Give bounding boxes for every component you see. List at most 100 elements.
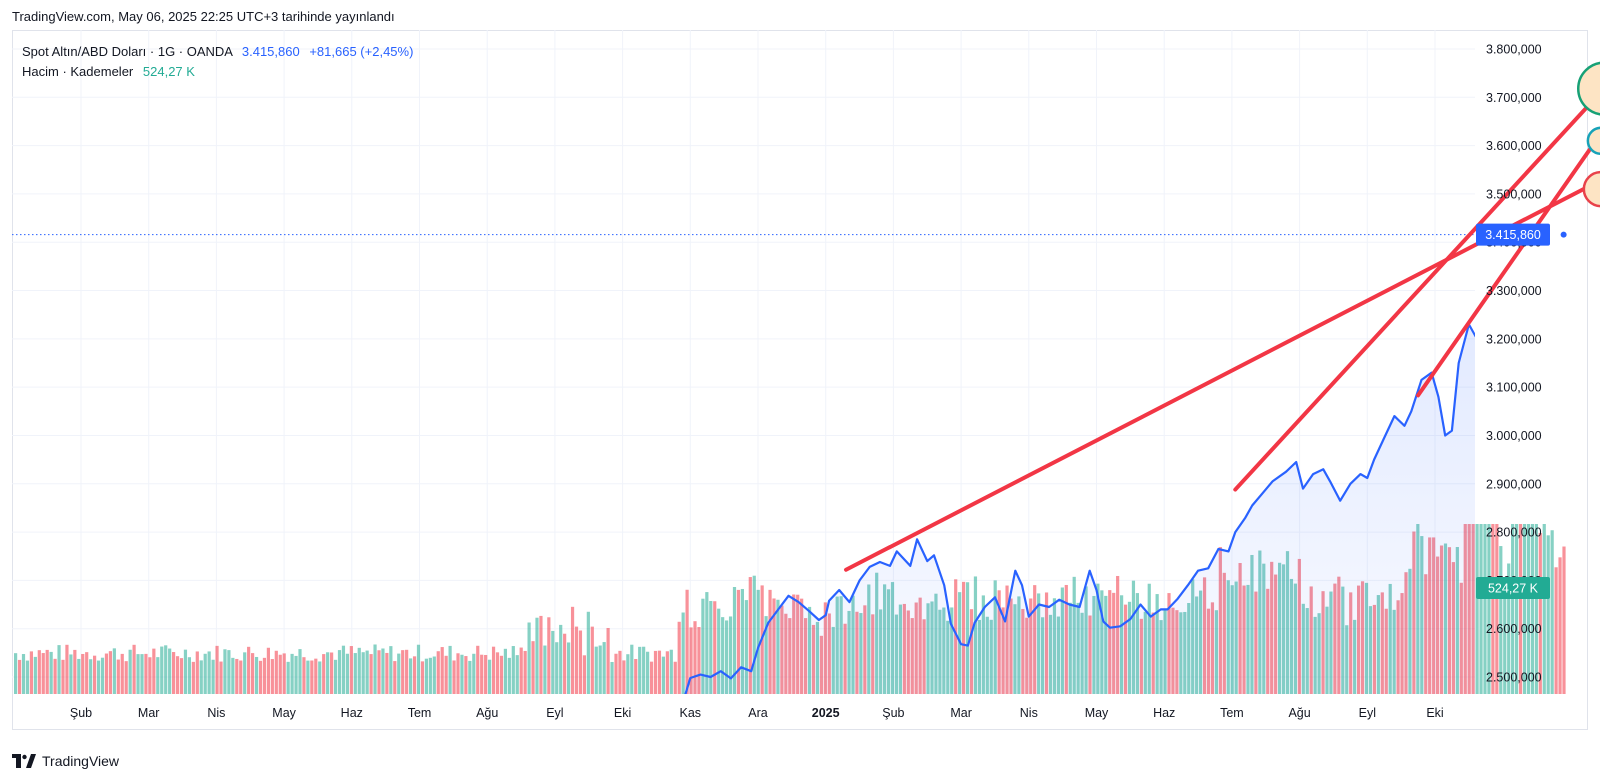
y-axis-tick-label: 3.100,000 [1486,381,1542,395]
volume-bar [227,650,231,694]
tradingview-brand[interactable]: TradingView [12,753,119,769]
x-axis-tick-label: Ağu [476,706,498,720]
volume-bar [373,644,377,694]
volume-bar [377,650,381,694]
volume-bar [713,601,717,694]
volume-value: 524,27 K [142,64,195,79]
volume-bar [736,589,741,694]
volume-bar [207,651,211,694]
x-axis-tick-label: Tem [408,706,432,720]
x-axis-tick-label: Eki [1426,706,1443,720]
volume-bar [14,653,18,694]
volume-bar [428,657,432,694]
volume-bar [132,644,136,694]
volume-bar [25,660,30,694]
volume-bar [235,658,239,694]
volume-bar [199,660,203,694]
volume-bar [1511,524,1515,694]
volume-bar [179,658,184,694]
volume-bar [160,646,164,694]
volume-bar [685,589,689,694]
volume-bar [436,651,440,694]
volume-bar [258,660,263,694]
symbol-label[interactable]: Spot Altın/ABD Doları · 1G · OANDA [22,44,233,59]
price-badge-label: 3.415,860 [1485,228,1541,242]
volume-bar [270,659,274,694]
volume-bar [642,646,646,694]
volume-bar [41,653,45,694]
volume-bar [649,661,654,694]
volume-label[interactable]: Hacim · Kademeler [22,64,134,79]
volume-bar [93,655,97,694]
volume-bar [476,645,480,694]
volume-bar [448,645,452,694]
volume-bar [669,649,673,694]
volume-bar [302,657,306,694]
volume-bar [452,660,456,694]
volume-bar [965,582,970,694]
x-axis-tick-label: Eyl [546,706,563,720]
volume-bar [247,646,251,694]
volume-bar [251,653,255,694]
price-change: +81,665 (+2,45%) [309,44,414,59]
volume-bar [638,646,642,694]
volume-bar [349,646,353,694]
x-axis-tick-label: Şub [882,706,904,720]
volume-bar [618,650,622,694]
brand-name: TradingView [42,753,120,769]
volume-bar [353,653,357,694]
volume-bar [164,645,168,694]
volume-bar [519,647,523,694]
volume-bar [630,644,634,694]
volume-bar [460,654,464,694]
volume-bar [515,655,519,694]
volume-bar [468,660,472,694]
volume-bar [681,612,685,694]
volume-bar [215,645,219,694]
volume-bar [1503,585,1507,694]
volume-bar [480,654,484,694]
volume-bar [104,653,109,694]
volume-bar [1530,524,1534,694]
volume-bar [582,655,586,694]
volume-bar [1515,524,1519,694]
volume-bar [183,649,188,694]
x-axis-tick-label: Ağu [1288,706,1310,720]
volume-bar [397,653,401,694]
volume-bar [962,581,966,694]
volume-bar [290,653,294,694]
x-axis-tick-label: Kas [680,706,702,720]
volume-bar [61,659,65,694]
volume-bar [559,624,563,694]
x-axis-tick-label: Mar [138,706,160,720]
volume-bar [424,658,428,694]
volume-bar [333,659,338,694]
volume-bar [701,598,705,694]
volume-bar [440,647,444,694]
volume-bar [456,653,460,694]
volume-bar [626,654,630,694]
volume-bar [709,600,713,694]
volume-bar [570,606,575,694]
volume-bar [488,659,492,694]
volume-bar [381,648,385,694]
volume-bar [551,630,555,694]
volume-bar [77,658,81,694]
chart-frame[interactable] [12,30,1588,730]
volume-bar [124,661,128,694]
volume-bar [168,648,172,694]
volume-bar [555,642,559,694]
volume-bar [175,656,180,694]
volume-bar [622,660,626,694]
volume-bar [326,652,330,694]
volume-bar [1562,546,1566,694]
volume-bar [29,651,33,694]
volume-bar [543,645,547,694]
volume-bar [294,655,298,694]
volume-bar [116,659,120,694]
volume-bar [416,644,421,694]
price-badge [1476,223,1550,246]
volume-bar [523,650,527,694]
volume-bar [310,660,314,694]
